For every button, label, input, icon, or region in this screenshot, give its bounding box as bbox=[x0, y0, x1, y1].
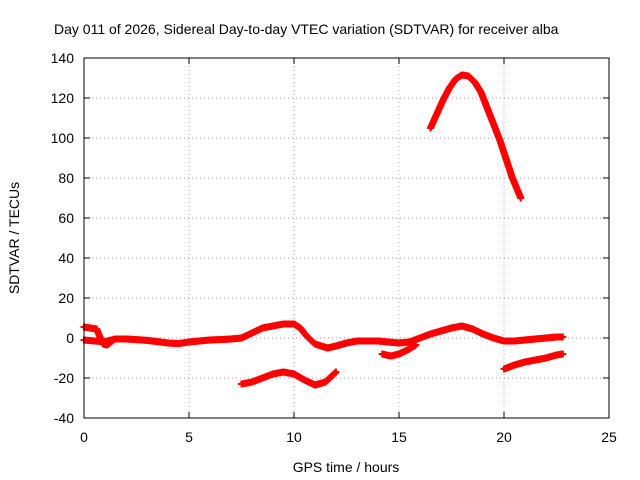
y-tick-label: 60 bbox=[58, 210, 74, 226]
data-point-marker bbox=[517, 194, 525, 202]
y-tick-label: 40 bbox=[58, 250, 74, 266]
x-tick-label: 0 bbox=[80, 429, 88, 445]
y-tick-label: 140 bbox=[51, 50, 75, 66]
y-tick-label: -40 bbox=[54, 410, 74, 426]
data-point-marker bbox=[109, 336, 117, 344]
series-track-early bbox=[80, 323, 117, 349]
data-point-marker bbox=[332, 368, 340, 376]
x-tick-labels: 0 5 10 15 20 25 bbox=[80, 429, 617, 445]
x-tick-label: 20 bbox=[496, 429, 512, 445]
y-tick-labels: -40 -20 0 20 40 60 80 100 120 140 bbox=[51, 50, 75, 426]
data-point-marker bbox=[559, 333, 567, 341]
y-tick-label: 0 bbox=[66, 330, 74, 346]
y-tick-label: 20 bbox=[58, 290, 74, 306]
data-point-marker bbox=[412, 341, 420, 349]
y-tick-label: 100 bbox=[51, 130, 75, 146]
series-track-low bbox=[238, 368, 340, 389]
series-track-main bbox=[80, 320, 567, 352]
y-axis-label: SDTVAR / TECUs bbox=[6, 182, 22, 294]
x-tick-label: 15 bbox=[391, 429, 407, 445]
grid-lines bbox=[84, 58, 609, 418]
y-tick-label: 80 bbox=[58, 170, 74, 186]
x-tick-label: 25 bbox=[601, 429, 617, 445]
y-tick-label: 120 bbox=[51, 90, 75, 106]
y-tick-label: -20 bbox=[54, 370, 74, 386]
plot-frame bbox=[83, 57, 610, 419]
chart-title: Day 011 of 2026, Sidereal Day-to-day VTE… bbox=[54, 21, 559, 37]
series-track-high bbox=[427, 71, 525, 202]
x-tick-label: 10 bbox=[286, 429, 302, 445]
series-track-late-low bbox=[500, 350, 567, 373]
x-tick-label: 5 bbox=[185, 429, 193, 445]
series-track-mid-low bbox=[378, 341, 420, 360]
data-series bbox=[80, 71, 567, 389]
x-axis-label: GPS time / hours bbox=[293, 459, 400, 475]
data-point-marker bbox=[559, 350, 567, 358]
